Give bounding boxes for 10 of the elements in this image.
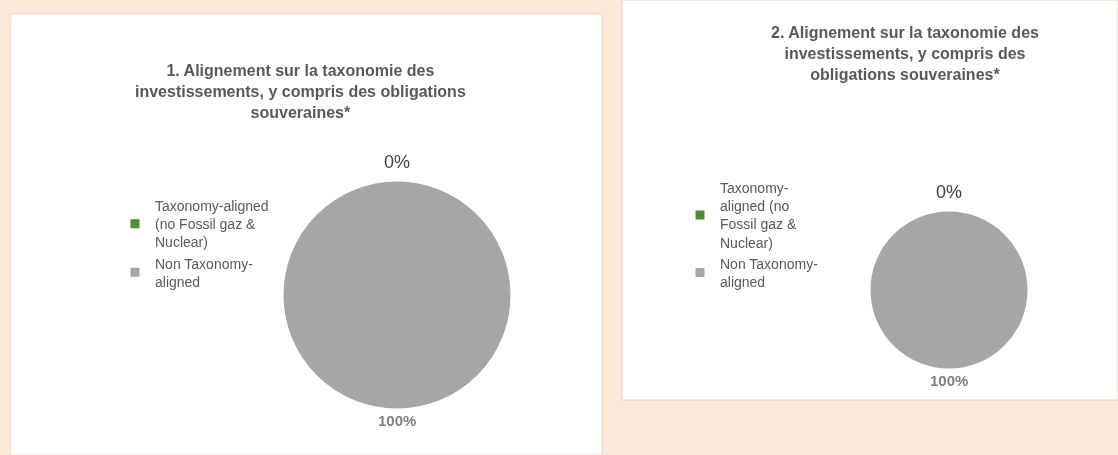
text: 0% — [936, 182, 963, 202]
chart-title: 1. Alignement sur la taxonomie des investissements, y compris des obligations souveraines* — [135, 62, 466, 121]
legend-label: Non Taxonomy-aligned — [720, 255, 819, 291]
legend-label: Non Taxonomy-aligned — [155, 255, 254, 290]
legend-label: Taxonomy-aligned (no Fossil gaz & Nuclear) — [155, 198, 269, 251]
chart-title: 2. Alignement sur la taxonomie des investissements, y compris des obligations souveraines* — [771, 24, 1040, 83]
text: 0% — [384, 152, 411, 172]
legend-label: Taxonomy-aligned (no Fossil gaz & Nuclear) — [720, 180, 797, 251]
data-label: 100% — [378, 412, 417, 429]
data-label: 100% — [930, 372, 969, 389]
